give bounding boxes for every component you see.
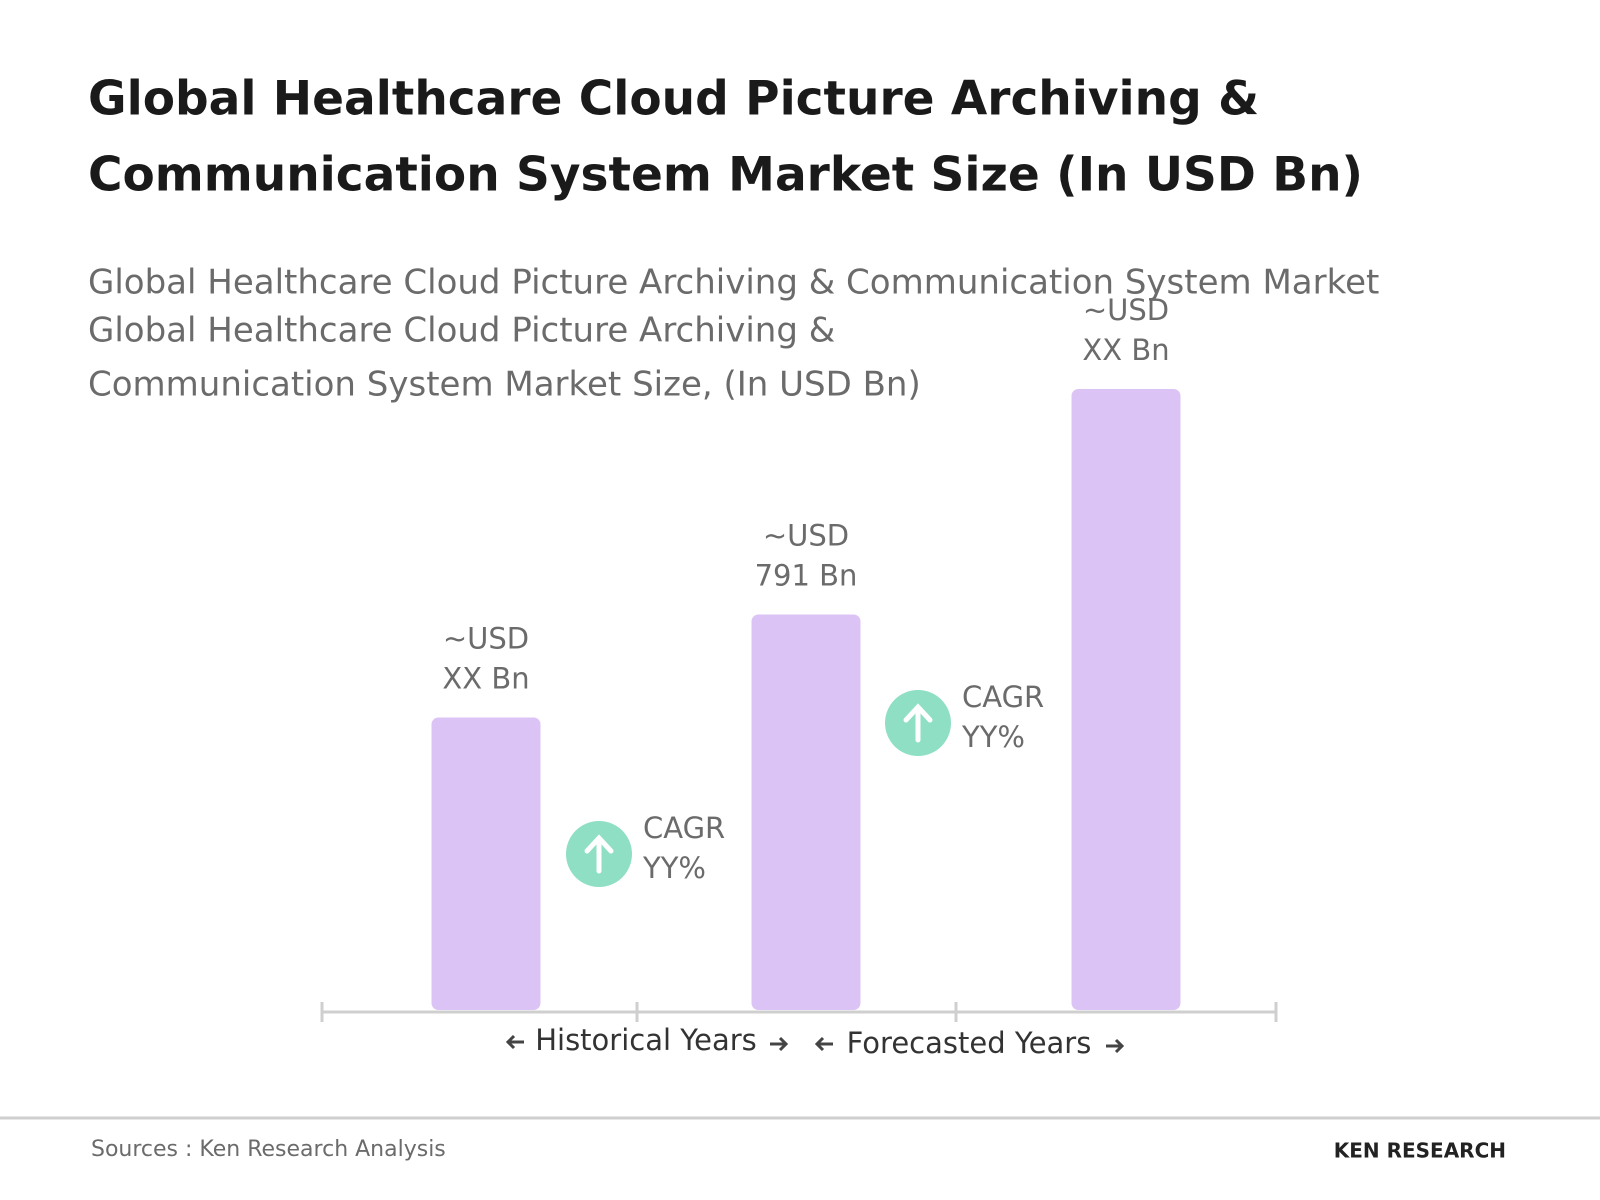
logo: KEN RESEARCH — [1334, 1139, 1506, 1163]
axis — [320, 1002, 1278, 1022]
cagr-label: CAGR — [643, 811, 725, 845]
value-label: ~USD — [443, 622, 529, 656]
bar — [431, 717, 541, 1010]
bar — [751, 614, 861, 1010]
chart-title: Communication System Market Size (In USD… — [88, 148, 1363, 203]
subtitle: Communication System Market Size, (In US… — [88, 365, 921, 405]
cagr-label: YY% — [961, 720, 1025, 754]
arrow — [505, 1034, 524, 1050]
chart-title: Global Healthcare Cloud Picture Archivin… — [88, 72, 1259, 127]
period-arrows — [505, 1034, 1125, 1054]
value-label: XX Bn — [1082, 333, 1169, 367]
subtitle: Global Healthcare Cloud Picture Archivin… — [88, 311, 835, 351]
value-label: XX Bn — [442, 662, 529, 696]
cagr-arrow — [903, 703, 933, 743]
bar — [1071, 389, 1181, 1010]
arrow — [770, 1036, 789, 1052]
cagr-label: CAGR — [962, 680, 1044, 714]
period-label: Historical Years — [535, 1023, 757, 1057]
period-label: Forecasted Years — [847, 1026, 1092, 1060]
value-label: ~USD — [763, 519, 849, 553]
value-label: 791 Bn — [755, 559, 858, 593]
subtitle: Global Healthcare Cloud Picture Archivin… — [88, 263, 1379, 303]
value-label: ~USD — [1083, 293, 1169, 327]
cagr-label: YY% — [642, 851, 706, 885]
source: Sources : Ken Research Analysis — [91, 1137, 446, 1162]
arrow — [814, 1036, 833, 1052]
arrow — [1106, 1038, 1125, 1054]
cagr-arrow — [584, 834, 614, 874]
